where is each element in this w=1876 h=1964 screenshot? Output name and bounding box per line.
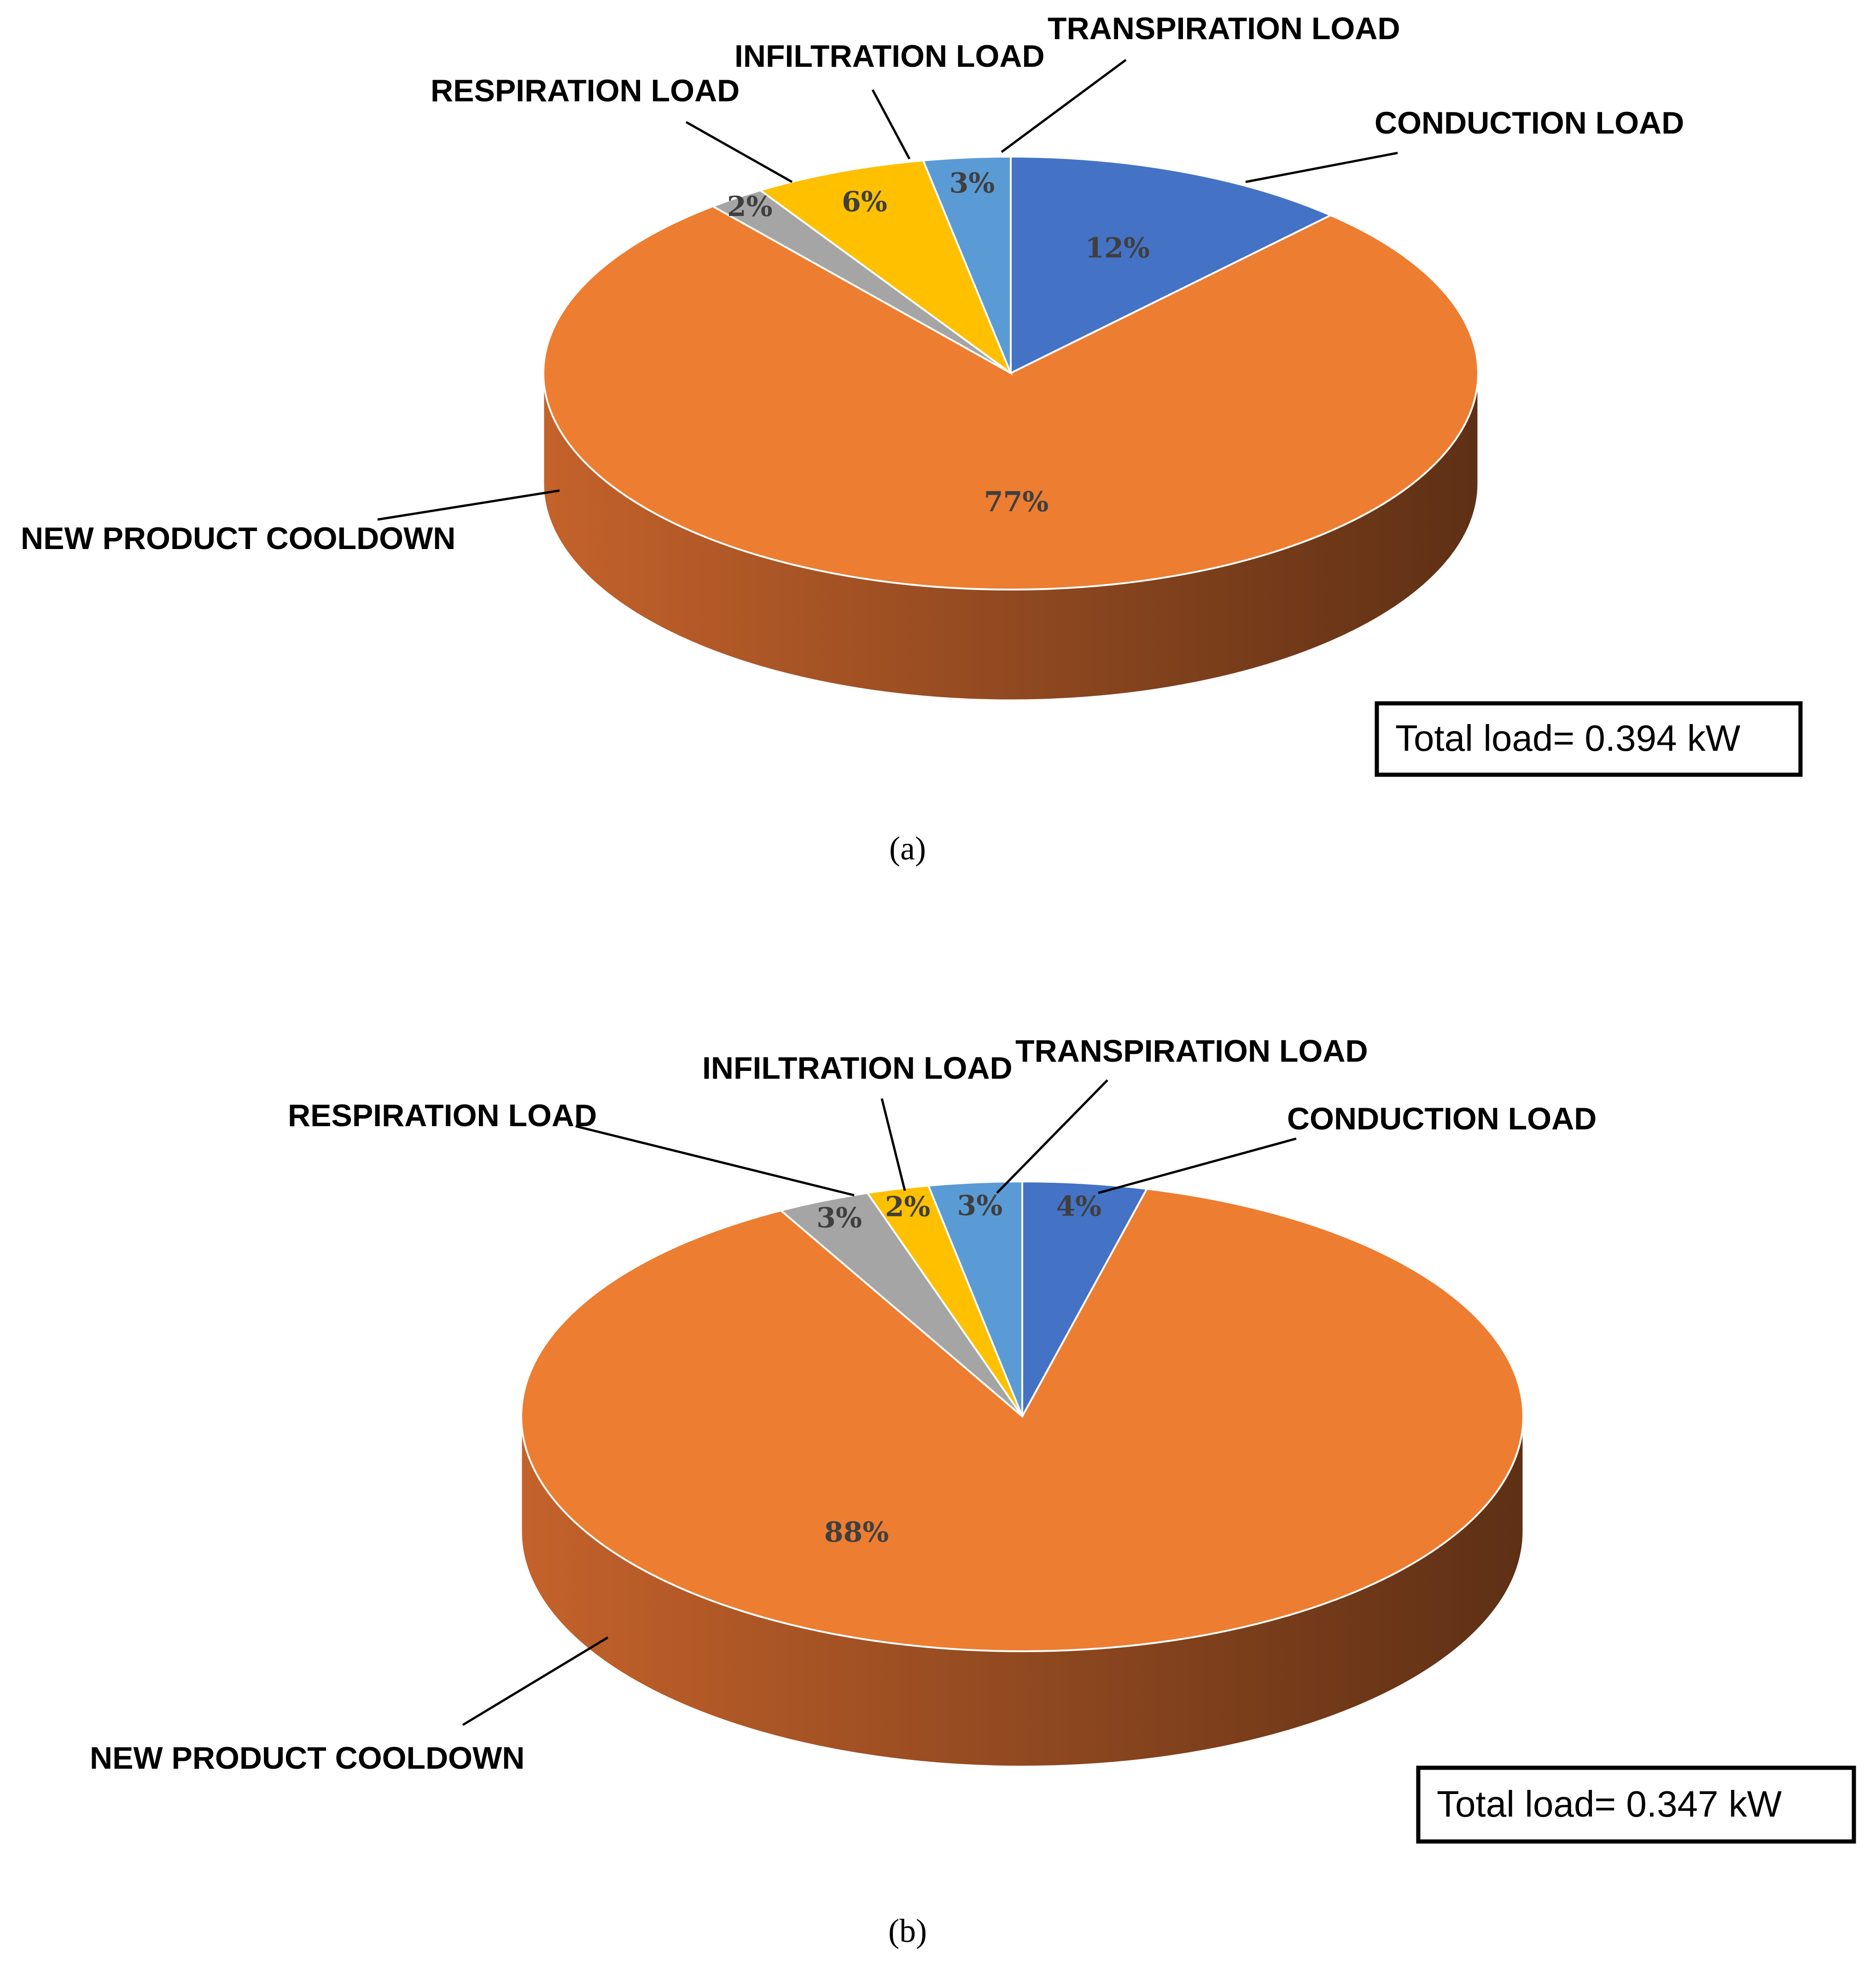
pie-leader-line-respiration bbox=[575, 1125, 855, 1197]
total-load-box-b: Total load= 0.347 kW bbox=[1416, 1765, 1856, 1844]
pie-pct-label-cooldown: 88% bbox=[824, 1516, 889, 1549]
pie-b-percent-labels: 4% 88% 3% 2% 3% bbox=[816, 1190, 1101, 1549]
caption-b: (b) bbox=[888, 1912, 927, 1949]
pie-b-slices bbox=[520, 1180, 1524, 1652]
pie-b-callouts: CONDUCTION LOAD NEW PRODUCT COOLDOWN RESPI… bbox=[90, 1034, 1596, 1776]
pie-a-slices bbox=[542, 155, 1479, 590]
pie-pct-label-infiltration: 6% bbox=[842, 186, 887, 218]
pie-pct-label-conduction: 12% bbox=[1085, 232, 1150, 264]
pie-chart-a: 12% 77% 2% 6% 3% CONDUCTION LOAD NEW PRODUCT … bbox=[21, 11, 1803, 867]
pie-callout-label-transpiration: TRANSPIRATION LOAD bbox=[1048, 11, 1400, 46]
pie-callout-label-conduction: CONDUCTION LOAD bbox=[1375, 105, 1684, 140]
pie-callout-label-cooldown: NEW PRODUCT COOLDOWN bbox=[21, 521, 455, 556]
pie-slice-cooldown bbox=[542, 205, 1479, 590]
pie-pct-label-respiration: 2% bbox=[727, 191, 773, 223]
pie-chart-b: 4% 88% 3% 2% 3% CONDUCTION LOAD NEW PRODUCT C… bbox=[90, 1034, 1856, 1949]
pie-slice-transpiration bbox=[921, 155, 1012, 374]
pie-leader-line-conduction bbox=[1098, 1137, 1297, 1194]
total-load-label-b: Total load= 0.347 kW bbox=[1437, 1783, 1782, 1824]
pie-callout-label-cooldown: NEW PRODUCT COOLDOWN bbox=[90, 1741, 524, 1776]
pie-pct-label-transpiration: 3% bbox=[950, 167, 995, 199]
pie-slice-conduction bbox=[1010, 155, 1333, 375]
pie-pct-label-infiltration: 2% bbox=[885, 1191, 931, 1223]
pie-pct-label-conduction: 4% bbox=[1056, 1191, 1101, 1223]
pie-leader-line-respiration bbox=[685, 121, 793, 183]
pie-callout-label-conduction: CONDUCTION LOAD bbox=[1287, 1101, 1596, 1136]
pie-slice-infiltration bbox=[758, 159, 1013, 376]
pie-pct-label-transpiration: 3% bbox=[957, 1190, 1002, 1222]
pie-leader-line-infiltration bbox=[871, 89, 911, 160]
pie-callout-label-infiltration: INFILTRATION LOAD bbox=[734, 39, 1045, 74]
pie-leader-line-transpiration bbox=[1001, 58, 1127, 153]
caption-a: (a) bbox=[889, 830, 926, 867]
total-load-box-a: Total load= 0.394 kW bbox=[1375, 701, 1803, 777]
pie-leader-line-cooldown bbox=[377, 489, 560, 521]
pie-pct-label-respiration: 3% bbox=[816, 1202, 862, 1234]
pie-leader-line-cooldown bbox=[462, 1636, 609, 1726]
pie-callout-label-infiltration: INFILTRATION LOAD bbox=[702, 1051, 1013, 1086]
pie-callout-label-respiration: RESPIRATION LOAD bbox=[288, 1098, 597, 1133]
pie-slice-transpiration bbox=[927, 1180, 1023, 1417]
pie-callout-label-transpiration: TRANSPIRATION LOAD bbox=[1015, 1034, 1368, 1069]
pie-leader-line-transpiration bbox=[996, 1079, 1108, 1194]
pie-leader-line-conduction bbox=[1245, 152, 1398, 183]
total-load-label-a: Total load= 0.394 kW bbox=[1395, 718, 1741, 759]
pie-callout-label-respiration: RESPIRATION LOAD bbox=[431, 73, 740, 108]
pie-leader-line-infiltration bbox=[880, 1098, 906, 1191]
pie-pct-label-cooldown: 77% bbox=[984, 486, 1049, 518]
pie-slice-cooldown bbox=[520, 1187, 1524, 1652]
pie-a-callouts: CONDUCTION LOAD NEW PRODUCT COOLDOWN RESPI… bbox=[21, 11, 1684, 556]
pie-a-percent-labels: 12% 77% 2% 6% 3% bbox=[727, 167, 1150, 518]
